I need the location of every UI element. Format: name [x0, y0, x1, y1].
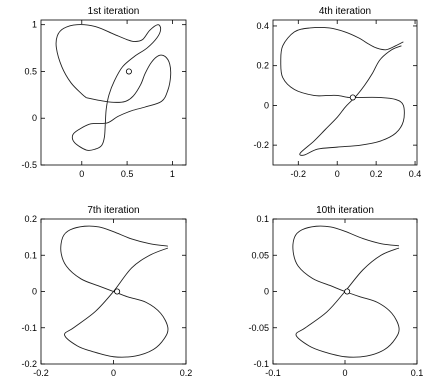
y-tick-label: 0.2	[24, 214, 37, 224]
y-tick-label: 0.05	[251, 250, 269, 260]
series-line-1	[55, 24, 172, 151]
y-tick-label: 0.4	[256, 21, 269, 31]
y-tick-label: 0	[264, 287, 269, 297]
marker-point	[114, 288, 121, 295]
subplot-title: 7th iteration	[87, 205, 139, 216]
marker-point	[125, 68, 132, 75]
x-tick-label: -0.1	[265, 368, 281, 378]
x-tick-label: 0	[79, 169, 84, 179]
y-tick-label: -0.5	[21, 160, 37, 170]
y-tick-label: -0.1	[253, 359, 269, 369]
x-tick-label: 0	[111, 368, 116, 378]
y-tick-label: -0.05	[248, 323, 269, 333]
x-tick-label: 0.1	[411, 368, 424, 378]
y-tick-label: 0.5	[24, 66, 37, 76]
x-tick-label: 0.5	[121, 169, 134, 179]
plot-frame	[40, 19, 187, 166]
x-tick-label: 0	[342, 368, 347, 378]
subplot-title: 4th iteration	[319, 6, 371, 17]
marker-point	[344, 288, 351, 295]
subplot-1: 1st iteration 0 0.5 1 -0.5 0 0.5 1	[21, 6, 187, 179]
x-tick-label: 0.4	[409, 169, 422, 179]
x-tick-label: 1	[170, 169, 175, 179]
y-tick-label: -0.1	[21, 323, 37, 333]
y-tick-label: -0.2	[253, 140, 269, 150]
marker-point	[349, 94, 356, 101]
subplot-3: 7th iteration -0.2 0 0.2 -0.2 -0.1 0 0.1 0.2	[21, 205, 192, 378]
y-tick-label: -0.2	[21, 359, 37, 369]
subplot-title: 10th iteration	[316, 205, 374, 216]
subplot-4: 10th iteration -0.1 0 0.1 -0.1 -0.05 0 0.05 0.1	[248, 205, 423, 378]
plot-frame	[272, 19, 418, 166]
y-tick-label: 0.2	[256, 61, 269, 71]
subplot-title: 1st iteration	[88, 6, 140, 17]
y-tick-label: 0	[32, 287, 37, 297]
y-tick-label: 1	[32, 20, 37, 30]
series-line-1	[292, 225, 400, 358]
x-tick-label: 0.2	[180, 368, 193, 378]
y-tick-label: 0.1	[256, 214, 269, 224]
series-line-1	[280, 26, 405, 156]
y-tick-label: 0	[32, 113, 37, 123]
x-tick-label: -0.2	[33, 368, 49, 378]
y-tick-label: 0.1	[24, 250, 37, 260]
x-tick-label: 0.2	[370, 169, 383, 179]
x-tick-label: 0	[335, 169, 340, 179]
x-tick-label: -0.2	[291, 169, 307, 179]
y-tick-label: 0	[264, 100, 269, 110]
subplot-2: 4th iteration -0.2 0 0.2 0.4 -0.2 0 0.2 0.4	[253, 6, 421, 179]
series-line-1	[60, 225, 169, 358]
